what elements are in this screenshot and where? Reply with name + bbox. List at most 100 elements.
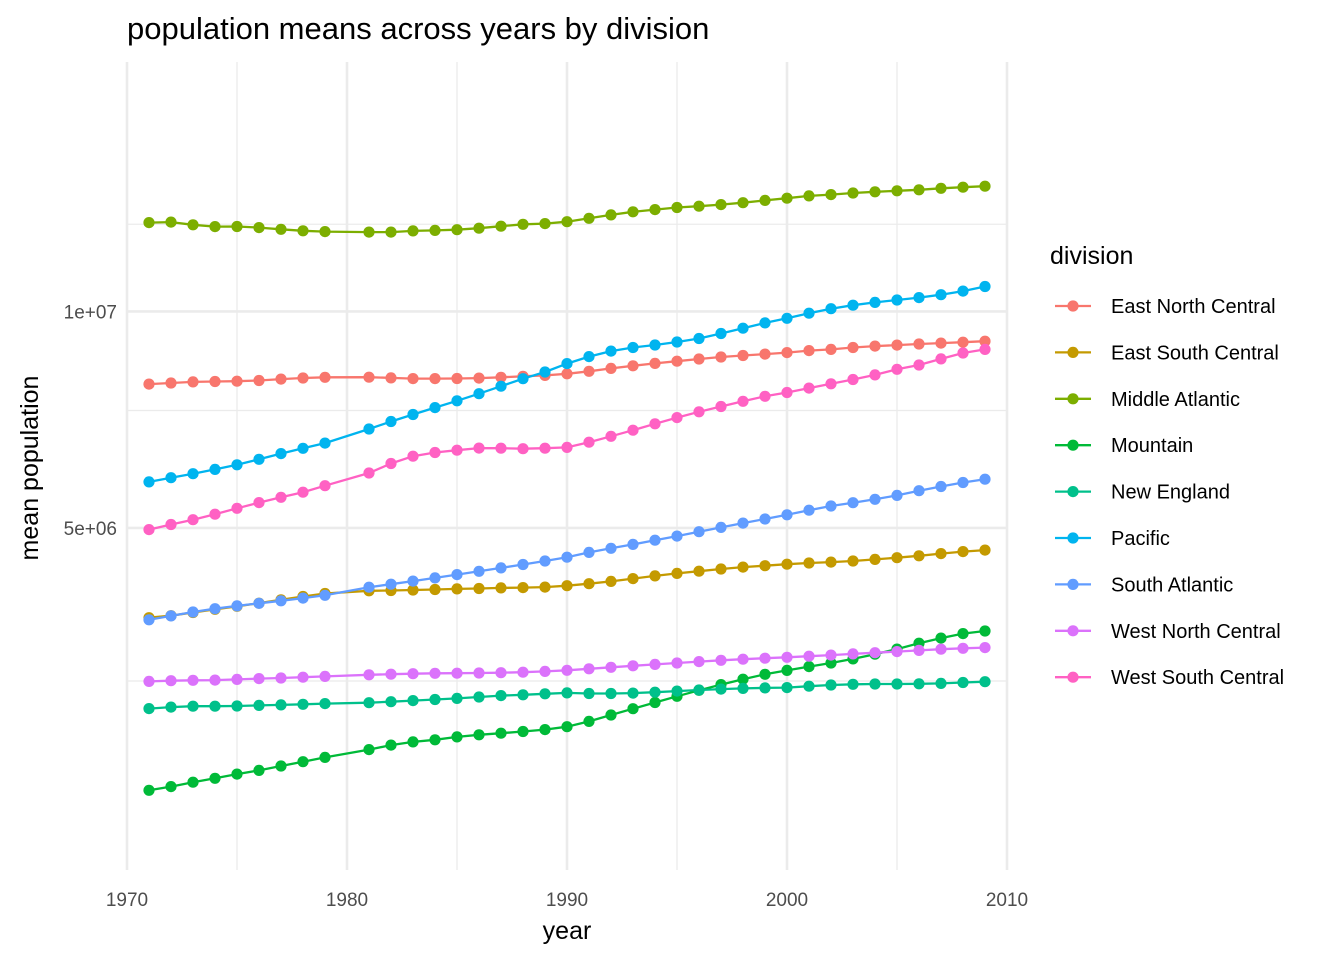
data-point [935,480,947,493]
data-point [319,670,331,683]
data-point [517,582,529,594]
data-point [671,336,683,348]
data-point [605,687,617,700]
data-point [495,380,507,392]
series-middle-atlantic [143,180,991,238]
data-point [671,685,683,697]
data-point [275,595,287,607]
legend-key-point [1067,393,1079,405]
legend-key-point [1067,300,1079,312]
data-point [429,583,441,596]
data-point [693,565,705,577]
data-point [671,657,683,669]
data-point [847,299,859,311]
data-point [649,658,661,671]
data-point [231,220,243,233]
data-point [891,678,903,690]
data-point [385,696,397,708]
data-point [275,491,287,503]
data-point [957,476,969,489]
data-point [451,667,463,679]
data-point [187,514,199,526]
data-point [275,448,287,460]
series-west-north-central [143,642,991,688]
data-point [165,216,177,228]
data-point [649,534,661,546]
data-point [561,216,573,228]
data-point [561,441,573,453]
data-point [495,690,507,702]
data-point [495,371,507,383]
data-point [913,184,925,196]
data-point [649,570,661,582]
data-point [253,764,265,777]
data-point [583,365,595,377]
legend-item-west-south-central: West South Central [1055,667,1284,689]
data-point [363,581,375,593]
data-point [913,338,925,350]
data-point [693,406,705,418]
data-point [649,204,661,216]
data-point [891,646,903,658]
data-point [649,696,661,709]
data-point [451,583,463,595]
data-point [319,698,331,710]
data-point [363,467,375,479]
data-point [693,684,705,696]
data-point [143,217,155,229]
data-point [957,181,969,193]
grid-lines [125,62,1009,870]
legend-title: division [1050,242,1133,270]
y-tick-label: 5e+06 [64,519,117,540]
data-point [517,689,529,701]
data-point [297,486,309,498]
data-point [275,672,287,684]
data-point [671,567,683,580]
data-point [781,664,793,677]
data-point [561,368,573,380]
data-point [165,675,177,687]
data-point [275,373,287,385]
data-point [891,552,903,564]
data-point [143,476,155,488]
chart-title: population means across years by divisio… [127,11,709,46]
data-point [869,678,881,690]
data-point [319,480,331,492]
data-point [297,592,309,604]
data-point [935,353,947,365]
data-point [253,453,265,465]
series-west-south-central [143,343,991,536]
legend-label: Middle Atlantic [1111,389,1240,411]
data-point [605,362,617,374]
data-point [517,443,529,455]
data-point [583,687,595,700]
data-point [979,544,991,556]
data-point [297,698,309,710]
data-point [407,408,419,421]
data-point [693,656,705,668]
data-point [913,550,925,562]
data-point [737,197,749,209]
data-point [825,679,837,691]
data-point [781,682,793,694]
data-point [187,674,199,686]
data-point [693,200,705,212]
data-point [979,280,991,293]
data-point [869,296,881,308]
data-point [187,606,199,618]
series-new-england [143,676,991,715]
data-point [539,581,551,593]
data-point [825,189,837,201]
data-point [649,339,661,351]
series-east-north-central [143,335,991,390]
data-point [407,695,419,707]
data-point [165,472,177,484]
data-point [825,556,837,568]
data-point [781,509,793,521]
legend-label: East North Central [1111,296,1276,318]
data-point [451,372,463,385]
data-point [297,225,309,237]
data-point [473,691,485,703]
data-point [891,489,903,501]
data-point [715,683,727,695]
